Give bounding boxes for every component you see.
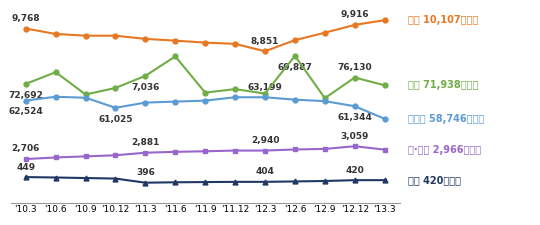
Text: 7,036: 7,036 bbox=[131, 83, 160, 92]
Text: 9,916: 9,916 bbox=[340, 10, 369, 19]
Text: 449: 449 bbox=[16, 162, 35, 171]
Text: 63,199: 63,199 bbox=[247, 83, 282, 92]
Text: 2,940: 2,940 bbox=[251, 136, 279, 145]
Text: 62,524: 62,524 bbox=[9, 108, 43, 117]
Text: 420: 420 bbox=[346, 166, 364, 175]
Text: 3,059: 3,059 bbox=[341, 132, 369, 141]
Text: 8,851: 8,851 bbox=[251, 37, 279, 46]
Text: 육계 71,938천마리: 육계 71,938천마리 bbox=[408, 80, 478, 90]
Text: 2,881: 2,881 bbox=[131, 138, 160, 147]
Text: 404: 404 bbox=[255, 167, 274, 176]
Text: 2,706: 2,706 bbox=[11, 144, 40, 153]
Text: 76,130: 76,130 bbox=[338, 63, 372, 72]
Text: 61,344: 61,344 bbox=[338, 113, 372, 122]
Text: 9,768: 9,768 bbox=[11, 14, 40, 23]
Text: 69,887: 69,887 bbox=[278, 63, 312, 72]
Text: 61,025: 61,025 bbox=[98, 115, 133, 124]
Text: 산란계 58,746천마리: 산란계 58,746천마리 bbox=[408, 114, 484, 124]
Text: 돼지 10,107천마리: 돼지 10,107천마리 bbox=[408, 15, 478, 25]
Text: 72,692: 72,692 bbox=[8, 91, 43, 100]
Text: 젖소 420천마리: 젖소 420천마리 bbox=[408, 175, 461, 185]
Text: 한·육우 2,966천마리: 한·육우 2,966천마리 bbox=[408, 145, 481, 155]
Text: 396: 396 bbox=[136, 168, 155, 177]
